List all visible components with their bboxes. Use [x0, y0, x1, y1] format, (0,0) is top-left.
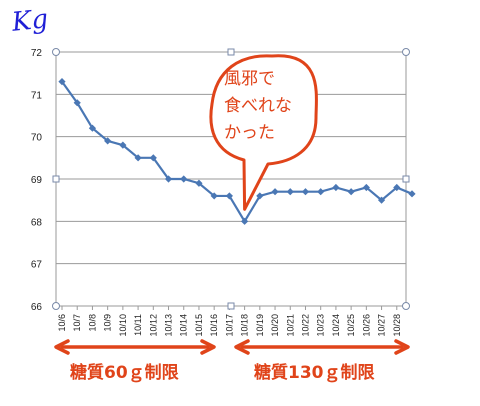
resize-handle-edge: [402, 175, 410, 183]
data-point: [332, 183, 340, 192]
data-point: [210, 192, 218, 200]
callout-balloon: [209, 54, 318, 211]
data-point: [180, 175, 188, 183]
period-arrow-60g-head-left: [54, 339, 70, 355]
callout-text: 風邪で 食べれな かった: [224, 69, 292, 143]
x-tick-label: 10/24: [331, 314, 341, 337]
data-point: [408, 190, 416, 198]
data-point: [286, 188, 294, 196]
x-tick-label: 10/13: [164, 314, 174, 337]
x-tick-label: 10/15: [194, 314, 204, 337]
x-tick-label: 10/19: [255, 314, 265, 337]
x-tick-label: 10/27: [377, 314, 387, 337]
data-point: [317, 188, 325, 196]
y-tick-label-67: 67: [31, 260, 43, 271]
x-tick-label: 10/23: [316, 314, 326, 337]
period-label-130g: 糖質130ｇ制限: [254, 363, 375, 383]
x-tick-label: 10/25: [346, 314, 356, 337]
x-tick-label: 10/8: [87, 314, 97, 332]
period-label-60g: 糖質60ｇ制限: [70, 363, 179, 383]
x-tick-label: 10/16: [209, 314, 219, 337]
x-tick-label: 10/21: [285, 314, 295, 337]
x-tick-label: 10/12: [148, 314, 158, 337]
resize-handle-corner: [402, 302, 410, 310]
resize-handle-edge: [227, 302, 235, 310]
period-arrow-60g-head-right: [200, 339, 216, 355]
x-tick-label: 10/17: [224, 314, 234, 337]
data-point: [362, 183, 370, 192]
x-tick-label: 10/14: [179, 314, 189, 337]
x-tick-label: 10/10: [118, 314, 128, 337]
data-point: [377, 196, 386, 204]
x-tick-label: 10/26: [361, 314, 371, 337]
x-tick-label: 10/18: [240, 314, 250, 337]
data-point: [347, 188, 355, 196]
data-point: [104, 137, 112, 145]
x-tick-label: 10/11: [133, 314, 143, 336]
resize-handle-edge: [227, 48, 235, 56]
data-point: [58, 78, 66, 86]
resize-handle-corner: [402, 48, 410, 56]
x-tick-label: 10/20: [270, 314, 280, 337]
data-point: [241, 217, 249, 225]
data-point: [149, 154, 157, 162]
data-point: [301, 188, 310, 196]
data-point: [164, 175, 173, 183]
data-point: [393, 183, 401, 192]
data-point: [119, 141, 127, 149]
data-point: [225, 192, 233, 200]
x-tick-label: 10/28: [392, 314, 402, 337]
x-tick-label: 10/7: [72, 314, 82, 332]
resize-handle-corner: [52, 302, 60, 310]
data-point: [195, 179, 203, 187]
resize-handle-corner: [52, 48, 60, 56]
period-arrow-130g-head-left: [234, 339, 250, 355]
data-point: [134, 154, 142, 162]
y-tick-label-70: 70: [31, 133, 43, 144]
data-point: [256, 192, 264, 200]
y-tick-label-68: 68: [31, 217, 43, 228]
y-tick-label-69: 69: [31, 175, 43, 186]
data-point: [271, 188, 279, 196]
x-tick-label: 10/6: [57, 314, 67, 332]
y-tick-label-72: 72: [31, 48, 43, 59]
y-tick-label-66: 66: [31, 302, 43, 313]
y-tick-label-71: 71: [31, 90, 43, 101]
period-arrow-130g-head-right: [394, 339, 410, 355]
x-tick-label: 10/9: [103, 314, 113, 332]
data-point: [88, 124, 97, 132]
x-tick-label: 10/22: [300, 314, 310, 337]
resize-handle-edge: [52, 175, 60, 183]
data-point: [73, 99, 81, 107]
